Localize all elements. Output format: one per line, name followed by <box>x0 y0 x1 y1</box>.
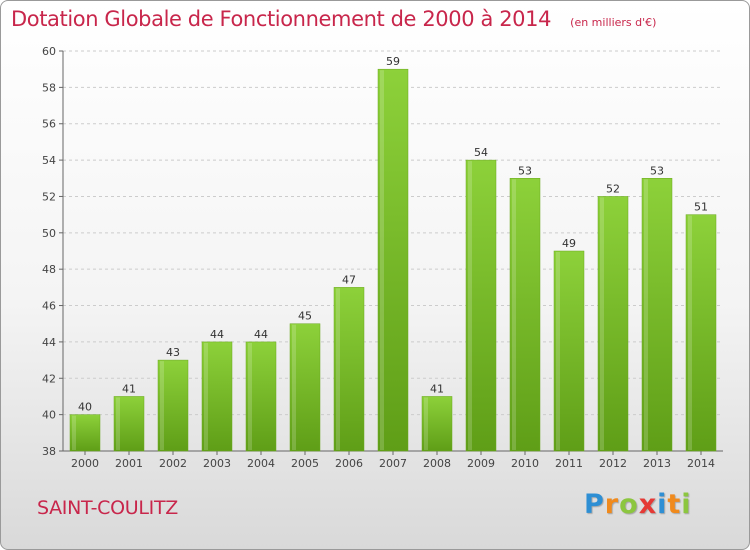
y-tick-label: 40 <box>42 409 56 422</box>
logo-letter: t <box>667 489 682 520</box>
logo-letter: P <box>584 489 605 520</box>
bar <box>333 287 365 452</box>
bar-value-label: 43 <box>166 346 180 359</box>
bar <box>641 178 673 452</box>
bar <box>509 178 541 452</box>
bar-value-label: 44 <box>210 328 224 341</box>
bar-value-label: 59 <box>386 55 400 68</box>
bar-value-label: 54 <box>474 146 488 159</box>
x-tick-label: 2001 <box>115 457 143 470</box>
bar <box>597 196 629 452</box>
bar <box>421 396 453 452</box>
bar-highlight <box>600 197 604 450</box>
bar <box>377 68 409 452</box>
x-tick-label: 2011 <box>555 457 583 470</box>
bar-highlight <box>292 324 296 450</box>
bar-value-label: 51 <box>694 201 708 214</box>
bar-value-label: 44 <box>254 328 268 341</box>
bar <box>157 359 189 452</box>
x-tick-label: 2014 <box>687 457 715 470</box>
bar-highlight <box>468 161 472 450</box>
x-tick-label: 2012 <box>599 457 627 470</box>
bar-value-label: 47 <box>342 273 356 286</box>
chart-title: Dotation Globale de Fonctionnement de 20… <box>11 7 552 31</box>
bar <box>289 323 321 452</box>
bar <box>69 414 101 452</box>
y-tick-label: 48 <box>42 263 56 276</box>
x-tick-label: 2013 <box>643 457 671 470</box>
chart-unit: (en milliers d'€) <box>570 16 657 29</box>
bar-highlight <box>204 342 208 450</box>
y-tick-label: 60 <box>42 45 56 58</box>
bar-highlight <box>336 288 340 450</box>
bar-value-label: 52 <box>606 182 620 195</box>
logo-letter: i <box>681 489 692 520</box>
bar-value-label: 41 <box>122 382 136 395</box>
bar-highlight <box>160 361 164 450</box>
x-tick-label: 2008 <box>423 457 451 470</box>
bar-value-label: 45 <box>298 310 312 323</box>
y-tick-label: 58 <box>42 81 56 94</box>
x-tick-label: 2006 <box>335 457 363 470</box>
x-tick-label: 2004 <box>247 457 275 470</box>
bar <box>245 341 277 452</box>
y-tick-label: 44 <box>42 336 56 349</box>
bar-value-label: 41 <box>430 382 444 395</box>
bars <box>69 68 717 452</box>
bar-value-label: 53 <box>650 164 664 177</box>
y-tick-label: 56 <box>42 118 56 131</box>
proxiti-logo: Proxiti <box>584 489 692 520</box>
commune-name: SAINT-COULITZ <box>37 497 178 519</box>
logo-letter: x <box>638 489 658 520</box>
bar-highlight <box>72 415 76 450</box>
y-tick-label: 42 <box>42 372 56 385</box>
bar-highlight <box>644 179 648 451</box>
x-tick-label: 2009 <box>467 457 495 470</box>
labels: 38 40 42 44 46 48 50 52 54 56 58 60 40 2000 41 2001 43 20… <box>42 45 715 470</box>
bar-value-label: 53 <box>518 164 532 177</box>
x-tick-label: 2010 <box>511 457 539 470</box>
x-tick-label: 2005 <box>291 457 319 470</box>
y-tick-label: 50 <box>42 227 56 240</box>
x-tick-label: 2003 <box>203 457 231 470</box>
bar-highlight <box>380 70 384 450</box>
bar <box>113 396 145 452</box>
bar-highlight <box>512 179 516 451</box>
y-tick-label: 46 <box>42 300 56 313</box>
bar-highlight <box>116 397 120 450</box>
logo-letter: o <box>619 489 639 520</box>
y-tick-label: 38 <box>42 445 56 458</box>
bar <box>465 159 497 452</box>
bar-highlight <box>688 215 692 450</box>
x-tick-label: 2007 <box>379 457 407 470</box>
bar <box>553 250 585 452</box>
bar-value-label: 49 <box>562 237 576 250</box>
x-tick-label: 2002 <box>159 457 187 470</box>
bar <box>201 341 233 452</box>
logo-letter: r <box>604 489 620 520</box>
logo-letter: i <box>657 489 668 520</box>
title-row: Dotation Globale de Fonctionnement de 20… <box>11 7 656 31</box>
x-tick-label: 2000 <box>71 457 99 470</box>
bar-highlight <box>424 397 428 450</box>
bar-value-label: 40 <box>78 401 92 414</box>
bar-highlight <box>556 252 560 450</box>
bar-highlight <box>248 342 252 450</box>
y-tick-label: 54 <box>42 154 56 167</box>
bar <box>685 214 717 452</box>
y-tick-label: 52 <box>42 190 56 203</box>
